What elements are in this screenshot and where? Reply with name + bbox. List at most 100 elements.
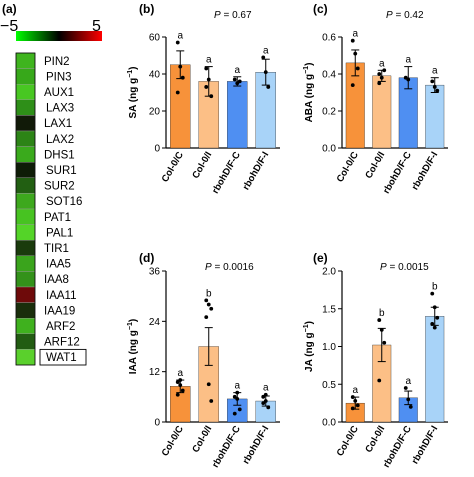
- data-point: [209, 399, 214, 403]
- data-point: [350, 38, 355, 43]
- y-axis-label-sup: −1: [127, 322, 134, 330]
- heatmap-cell: [15, 52, 36, 69]
- data-point: [175, 380, 180, 385]
- x-tick-label: Col-0/C: [335, 424, 361, 458]
- scale-min-label: −5: [0, 18, 18, 35]
- data-point: [435, 88, 440, 93]
- data-point: [353, 398, 358, 403]
- pvalue-value: = 0.67: [221, 10, 252, 21]
- data-point: [350, 83, 355, 87]
- x-tick-label: Col-0/I: [363, 150, 387, 181]
- data-point: [382, 68, 387, 73]
- heatmap-panel: (a) −5 5 PIN2 PIN3 AUX1 LAX3 LAX1 LAX2 DHS1 SUR…: [0, 2, 102, 366]
- gene-label: IAA5: [46, 259, 71, 271]
- significance-letter: b: [206, 288, 212, 299]
- data-point: [406, 397, 411, 402]
- panel-label-e: (e): [313, 251, 328, 265]
- data-point: [204, 298, 209, 303]
- y-axis-label-end: ): [304, 321, 315, 324]
- y-tick-label: 0.4: [322, 70, 336, 81]
- y-tick-label: 60: [149, 33, 161, 44]
- y-tick-label: 0.0: [322, 418, 336, 429]
- x-tick-label: Col-0/I: [190, 424, 214, 455]
- x-tick-label: Col-0/C: [160, 424, 186, 458]
- heatmap-cell: [15, 68, 36, 85]
- x-tick-label: Col-0/I: [190, 150, 214, 181]
- data-point: [209, 306, 214, 311]
- data-point: [178, 378, 183, 382]
- data-point: [232, 394, 237, 399]
- data-point: [266, 405, 271, 410]
- significance-letter: a: [234, 381, 240, 392]
- data-point: [406, 77, 411, 82]
- boxed-gene-frame: [39, 348, 87, 366]
- gene-label: LAX1: [44, 118, 72, 130]
- y-tick-label: 1.0: [322, 342, 336, 353]
- gene-label: PIN3: [46, 71, 72, 83]
- pvalue-text: P = 0.67: [214, 10, 252, 21]
- data-point: [175, 40, 180, 45]
- chart-panel-sa: (b) P = 0.67 0 20 40 60 SA (ng g−1) a Col-0/C a C…: [127, 2, 280, 196]
- heatmap-cell: [15, 99, 36, 116]
- heatmap-cell: [15, 177, 36, 194]
- data-point: [355, 403, 360, 408]
- data-point: [377, 81, 382, 86]
- data-point: [235, 397, 240, 401]
- data-point: [175, 90, 180, 95]
- data-point: [232, 77, 237, 82]
- data-point: [206, 302, 211, 307]
- significance-letter: a: [177, 368, 183, 379]
- gene-label: SOT16: [46, 196, 82, 208]
- data-point: [379, 327, 384, 332]
- y-axis-label-sup: −1: [303, 324, 310, 332]
- data-point: [263, 70, 268, 75]
- gene-label: ARF12: [44, 337, 80, 349]
- significance-letter: a: [352, 29, 358, 40]
- y-axis-label: JA (ng g−1): [303, 321, 315, 372]
- heatmap-border: [15, 52, 36, 366]
- data-point: [175, 392, 180, 397]
- heatmap-cell: [15, 193, 36, 210]
- data-point: [232, 411, 237, 416]
- x-tick-label: Col-0/C: [160, 150, 186, 184]
- pvalue-symbol: P: [205, 262, 212, 273]
- data-point: [430, 321, 435, 326]
- pvalue-value: = 0.0015: [387, 262, 429, 273]
- x-tick-label: Col-0/C: [335, 150, 361, 184]
- x-tick-label: Col-0/I: [363, 424, 387, 455]
- panel-label-d: (d): [139, 251, 154, 265]
- heatmap-cell: [15, 255, 36, 272]
- data-point: [204, 85, 209, 89]
- panel-label-a: (a): [2, 2, 17, 16]
- data-point: [432, 305, 437, 310]
- data-point: [430, 79, 435, 84]
- y-axis-label-end: ): [128, 66, 139, 69]
- data-point: [204, 66, 209, 71]
- data-point: [263, 392, 268, 397]
- bar: [425, 84, 445, 149]
- data-point: [355, 66, 360, 71]
- heatmap-cell: [15, 271, 36, 288]
- data-point: [432, 85, 437, 89]
- significance-letter: b: [432, 282, 438, 293]
- gene-label: IAA19: [44, 305, 75, 317]
- x-tick-label: rbohD/F-C: [210, 150, 243, 196]
- gene-label: AUX1: [44, 87, 74, 99]
- heatmap-cell: [15, 208, 36, 225]
- data-point: [350, 406, 355, 411]
- gene-label: ARF2: [46, 321, 75, 333]
- data-point: [237, 79, 242, 84]
- data-point: [266, 85, 271, 89]
- pvalue-symbol: P: [214, 10, 221, 21]
- significance-letter: a: [177, 31, 183, 42]
- heatmap-cell: [15, 302, 36, 319]
- data-point: [178, 64, 183, 69]
- y-axis-label: IAA (ng g−1): [127, 319, 139, 374]
- y-axis-label: ABA (ng g−1): [303, 63, 315, 123]
- data-point: [432, 325, 437, 330]
- data-point: [237, 407, 242, 412]
- y-axis-label-text: ABA (ng g: [304, 74, 315, 123]
- gene-label: SUR2: [44, 181, 75, 193]
- y-axis-label-sup: −1: [303, 66, 310, 74]
- y-axis-label-text: SA (ng g: [128, 78, 139, 119]
